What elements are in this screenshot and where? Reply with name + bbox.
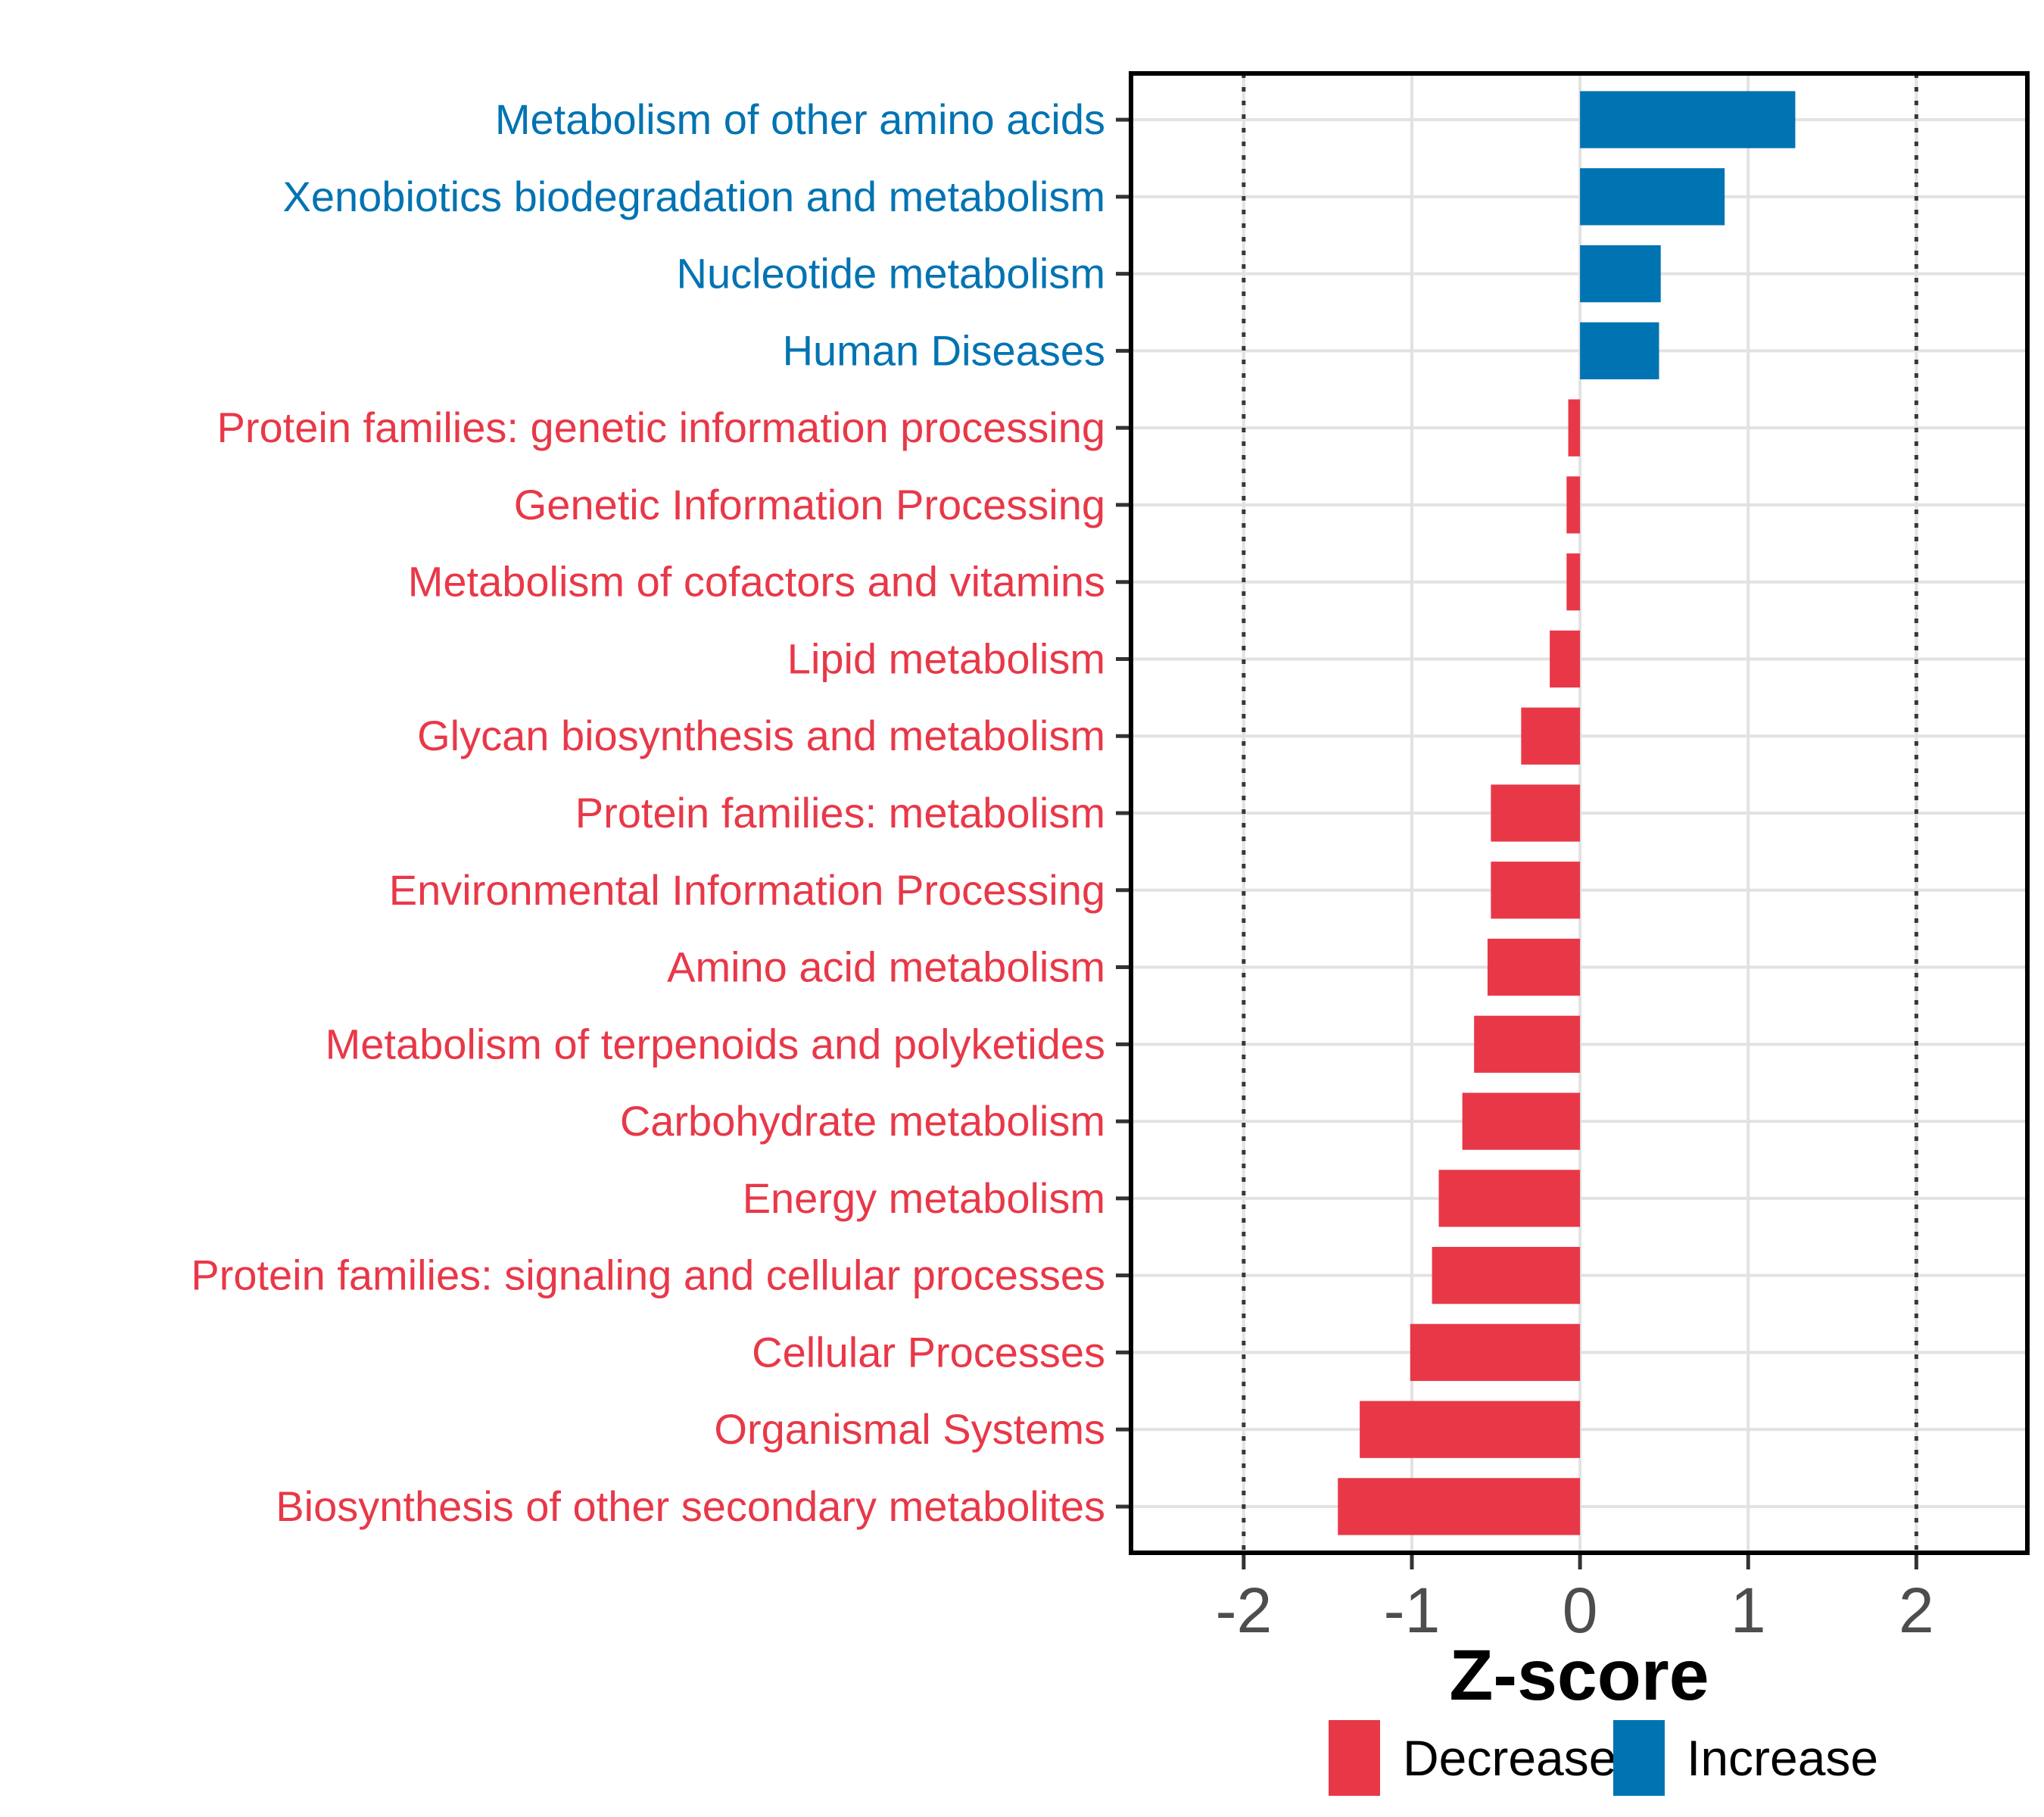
legend: Decrease Increase [1329,1720,1878,1796]
legend-swatch-increase [1613,1720,1665,1796]
bar [1432,1246,1581,1304]
legend-swatch-decrease [1329,1720,1380,1796]
bar [1580,168,1725,226]
x-axis-tick-labels: -2 -1 0 1 2 [1215,1575,1933,1646]
x-tick-label: 0 [1563,1575,1598,1646]
bar [1474,1015,1581,1073]
x-tick-label: 1 [1731,1575,1766,1646]
x-tick-label: -1 [1384,1575,1441,1646]
category-label: Genetic Information Processing [514,481,1105,528]
category-label: Metabolism of other amino acids [495,95,1105,143]
category-label: Metabolism of cofactors and vitamins [408,558,1105,606]
category-label: Human Diseases [783,326,1105,374]
bar [1338,1478,1581,1535]
category-label: Organismal Systems [714,1405,1105,1453]
bar [1568,399,1581,457]
category-label: Glycan biosynthesis and metabolism [417,712,1105,759]
category-label: Biosynthesis of other secondary metaboli… [276,1482,1105,1530]
x-tick-label: -2 [1215,1575,1272,1646]
category-label: Energy metabolism [743,1174,1105,1222]
x-axis-title: Z-score [1449,1635,1709,1716]
bar [1521,707,1581,765]
bar [1462,1092,1581,1150]
bar [1410,1323,1581,1382]
category-label: Nucleotide metabolism [677,250,1105,298]
reference-dotted-lines [1242,73,1918,1553]
y-axis-labels: Metabolism of other amino acids Xenobioti… [191,95,1105,1530]
bar [1438,1170,1581,1227]
category-label: Carbohydrate metabolism [620,1097,1105,1145]
category-label: Protein families: metabolism [575,789,1105,837]
bar [1360,1401,1581,1458]
category-label: Protein families: signaling and cellular… [191,1251,1105,1299]
bar [1580,91,1796,148]
bar [1491,784,1581,842]
panel-border [1129,71,2030,1555]
legend-label-increase: Increase [1687,1730,1878,1786]
bars [1338,91,1796,1535]
category-label: Environmental Information Processing [389,866,1105,914]
category-label: Xenobiotics biodegradation and metabolis… [283,173,1105,220]
bar [1550,630,1581,688]
bar [1491,862,1581,919]
bar [1566,553,1581,611]
bar [1487,938,1581,996]
category-label: Metabolism of terpenoids and polyketides [326,1020,1105,1067]
bar [1580,245,1661,303]
category-label: Cellular Processes [752,1328,1105,1376]
category-label: Lipid metabolism [787,634,1105,682]
x-tick-label: 2 [1899,1575,1934,1646]
category-label: Amino acid metabolism [667,943,1105,991]
y-axis-ticks [1116,117,1131,1509]
bar [1580,322,1659,380]
bar [1566,476,1581,534]
legend-label-decrease: Decrease [1403,1730,1616,1786]
category-label: Protein families: genetic information pr… [217,404,1105,451]
x-axis-ticks [1242,1553,1918,1569]
